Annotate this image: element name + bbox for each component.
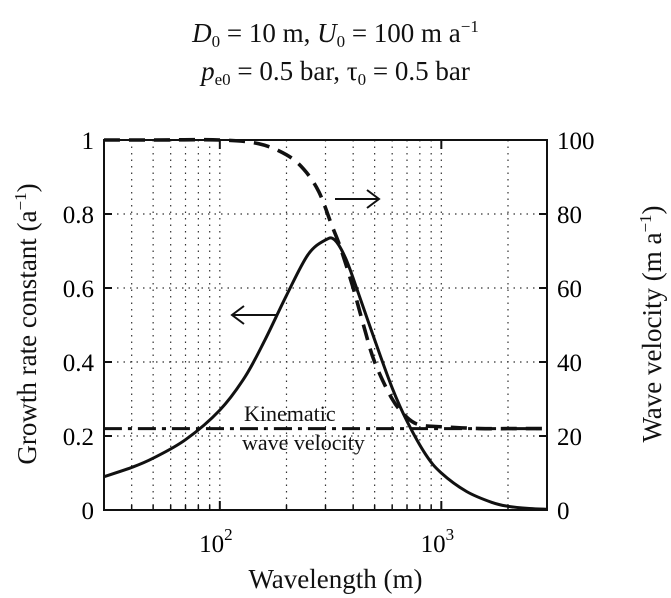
x-tick-label: 103 [421, 525, 455, 558]
x-axis-label: Wavelength (m) [248, 564, 423, 594]
pe0-value: = 0.5 bar, [230, 56, 347, 86]
u0-value: = 100 m a [345, 18, 461, 48]
left-tick-label: 1 [82, 128, 95, 155]
tau0-value: = 0.5 bar [366, 56, 470, 86]
u0-superscript: −1 [460, 17, 479, 36]
arrow-group [230, 189, 381, 325]
d0-value: = 10 m, [220, 18, 318, 48]
u0-symbol: U [317, 18, 337, 48]
chart-title-line-1: D0 = 10 m, U0 = 100 m a−1 [0, 18, 671, 50]
arrow-right-axis [335, 189, 381, 209]
pe0-subscript: e0 [214, 70, 231, 89]
right-tick-label: 80 [557, 202, 582, 229]
tau0-symbol: τ [346, 56, 358, 86]
right-tick-label: 40 [557, 350, 582, 377]
x-tick-label: 102 [199, 525, 233, 558]
tau0-subscript: 0 [357, 70, 367, 89]
arrow-left-axis [230, 305, 276, 325]
d0-subscript: 0 [211, 32, 221, 51]
d0-symbol: D [192, 18, 212, 48]
left-tick-label: 0.2 [63, 424, 94, 451]
left-tick-label: 0.4 [63, 350, 95, 377]
pe0-symbol: p [201, 56, 215, 86]
grid [104, 140, 547, 510]
right-tick-label: 100 [557, 128, 595, 155]
series-group [103, 137, 548, 511]
left-tick-label: 0.6 [63, 276, 94, 303]
u0-subscript: 0 [336, 32, 346, 51]
kinematic-annotation-line-2: wave velocity [242, 430, 365, 455]
right-tick-label: 20 [557, 424, 582, 451]
series-dashed-line [104, 137, 547, 431]
left-tick-label: 0.8 [63, 202, 94, 229]
series-solid-line [103, 236, 548, 511]
tick-group: 0 0.2 0.4 0.6 0.8 1 0 20 40 60 80 100 102 103 [63, 128, 595, 558]
arrow-left-axis-head [230, 305, 245, 325]
right-tick-label: 0 [557, 498, 570, 525]
arrow-right-axis-head [366, 189, 381, 209]
kinematic-annotation-line-1: Kinematic [244, 401, 336, 426]
chart-title-line-2: pe0 = 0.5 bar, τ0 = 0.5 bar [0, 56, 671, 89]
left-tick-label: 0 [82, 498, 95, 525]
right-tick-label: 60 [557, 276, 582, 303]
